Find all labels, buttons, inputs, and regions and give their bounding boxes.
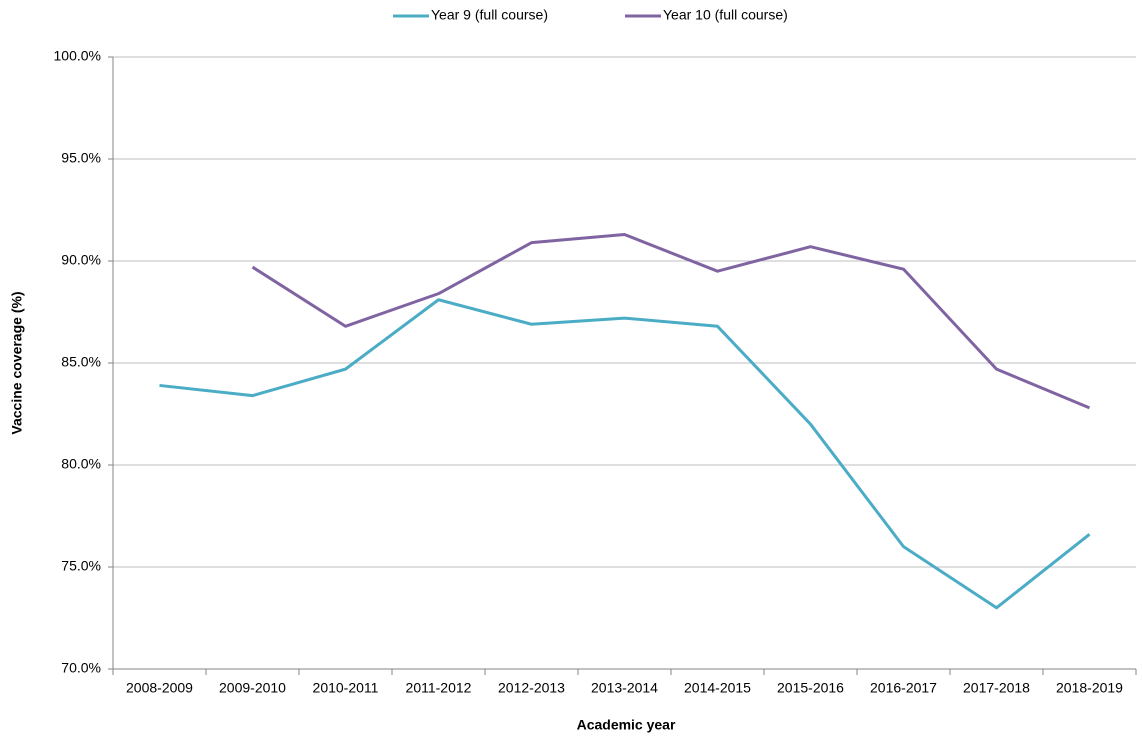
x-tick-label: 2015-2016 [777,680,844,696]
series-line [251,232,1091,410]
y-axis-title: Vaccine coverage (%) [9,291,25,434]
x-tick-label: 2018-2019 [1056,680,1123,696]
y-tick-label: 100.0% [54,48,101,64]
x-tick-label: 2014-2015 [684,680,751,696]
legend-label: Year 9 (full course) [431,7,548,23]
y-tick-label: 90.0% [61,252,101,268]
x-tick-label: 2008-2009 [126,680,193,696]
x-tick-label: 2010-2011 [313,680,379,696]
y-tick-label: 80.0% [61,456,101,472]
y-tick-label: 95.0% [61,150,101,166]
x-tick-label: 2013-2014 [591,680,658,696]
x-tick-label: 2017-2018 [963,680,1030,696]
legend-label: Year 10 (full course) [663,7,788,23]
y-tick-label: 85.0% [61,354,101,370]
y-tick-label: 70.0% [61,660,101,676]
series-line [159,298,1091,610]
x-tick-label: 2012-2013 [498,680,565,696]
x-tick-label: 2016-2017 [870,680,937,696]
x-tick-label: 2009-2010 [219,680,286,696]
x-axis-title: Academic year [577,717,676,733]
x-tick-label: 2011-2012 [406,680,472,696]
y-tick-label: 75.0% [61,558,101,574]
